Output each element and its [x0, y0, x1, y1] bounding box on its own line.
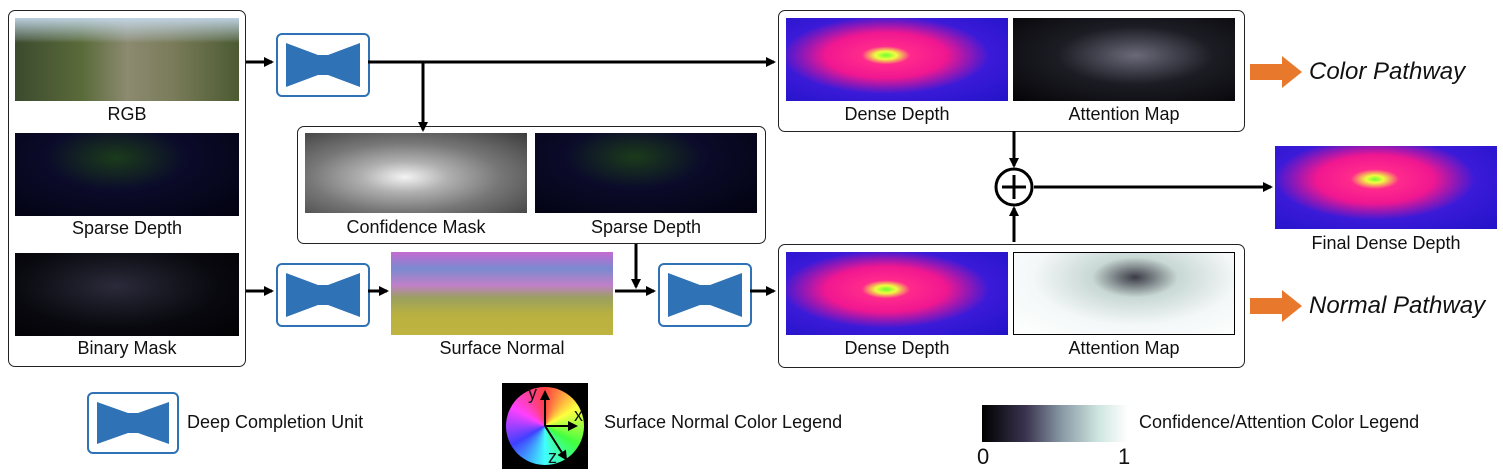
normal-legend-label: Surface Normal Color Legend: [604, 412, 843, 432]
final-dense-depth-image: [1275, 146, 1497, 229]
normal-pathway-arrow: [1250, 290, 1302, 322]
axis-z-label: z: [548, 447, 557, 467]
binary-mask-caption: Binary Mask: [77, 338, 177, 358]
axis-y-label: y: [528, 383, 537, 403]
sum-operator: [994, 167, 1034, 207]
sparse-depth-image: [15, 133, 239, 216]
sparse-depth-mid-caption: Sparse Depth: [590, 217, 702, 237]
dense-depth-bottom-image: [786, 252, 1008, 335]
binary-mask-image: [15, 253, 239, 336]
final-dense-depth-caption: Final Dense Depth: [1311, 233, 1461, 253]
dcu-shape-icon: [286, 273, 360, 317]
dcu-shape-icon: [97, 402, 169, 444]
dense-depth-top-caption: Dense Depth: [844, 104, 950, 124]
confidence-legend-label: Confidence/Attention Color Legend: [1139, 412, 1420, 432]
attention-map-top-caption: Attention Map: [1068, 104, 1180, 124]
normal-pathway-label: Normal Pathway: [1309, 292, 1486, 319]
dcu-legend-label: Deep Completion Unit: [187, 412, 364, 432]
sparse-depth-caption: Sparse Depth: [71, 218, 183, 238]
scale-max-label: 1: [1118, 444, 1131, 469]
rgb-caption: RGB: [107, 104, 147, 124]
rgb-image: [15, 18, 239, 101]
legend-dcu: [87, 392, 179, 454]
attention-map-bottom-image: [1013, 252, 1235, 335]
dcu-normal-pathway: [658, 263, 752, 327]
confidence-mask-caption: Confidence Mask: [346, 217, 486, 237]
normal-legend-sphere: [506, 387, 584, 465]
dcu-shape-icon: [286, 43, 360, 87]
dcu-normal-estimation: [276, 263, 370, 327]
axis-x-label: x: [574, 405, 583, 425]
dcu-shape-icon: [668, 273, 742, 317]
sparse-depth-mid-image: [535, 133, 757, 213]
attention-map-top-image: [1013, 18, 1235, 101]
confidence-mask-image: [305, 133, 527, 213]
surface-normal-caption: Surface Normal: [439, 338, 565, 358]
color-pathway-label: Color Pathway: [1309, 58, 1466, 85]
confidence-gradient-bar: [982, 405, 1128, 442]
surface-normal-image: [391, 252, 613, 335]
attention-map-bottom-caption: Attention Map: [1068, 338, 1180, 358]
color-pathway-arrow: [1250, 56, 1302, 88]
scale-min-label: 0: [977, 444, 990, 469]
dense-depth-top-image: [786, 18, 1008, 101]
dense-depth-bottom-caption: Dense Depth: [844, 338, 950, 358]
dcu-color: [276, 33, 370, 97]
